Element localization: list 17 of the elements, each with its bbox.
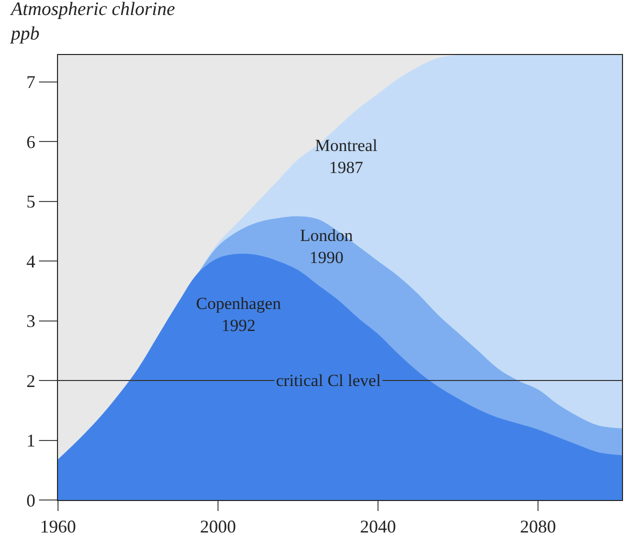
y-tick-label: 0 — [26, 490, 36, 510]
y-tick-label: 7 — [26, 72, 36, 92]
x-tick-label: 1960 — [40, 516, 76, 537]
x-tick-label: 2000 — [200, 516, 236, 537]
y-axis-title: Atmospheric chlorine ppb — [9, 0, 176, 45]
y-tick-label: 6 — [26, 132, 36, 152]
y-tick-label: 5 — [26, 192, 36, 212]
y-tick-label: 3 — [26, 311, 36, 332]
series-label: Montreal 1987 — [315, 136, 378, 178]
y-tick-label: 2 — [26, 370, 36, 391]
ref-line-label: critical Cl level — [276, 371, 382, 390]
series-label: Copenhagen 1992 — [196, 294, 282, 336]
x-tick-label: 2040 — [360, 516, 396, 537]
y-tick-label: 1 — [26, 430, 36, 451]
y-tick-label: 4 — [26, 251, 36, 272]
series-label: London 1990 — [300, 226, 354, 268]
x-tick-label: 2080 — [520, 516, 556, 537]
